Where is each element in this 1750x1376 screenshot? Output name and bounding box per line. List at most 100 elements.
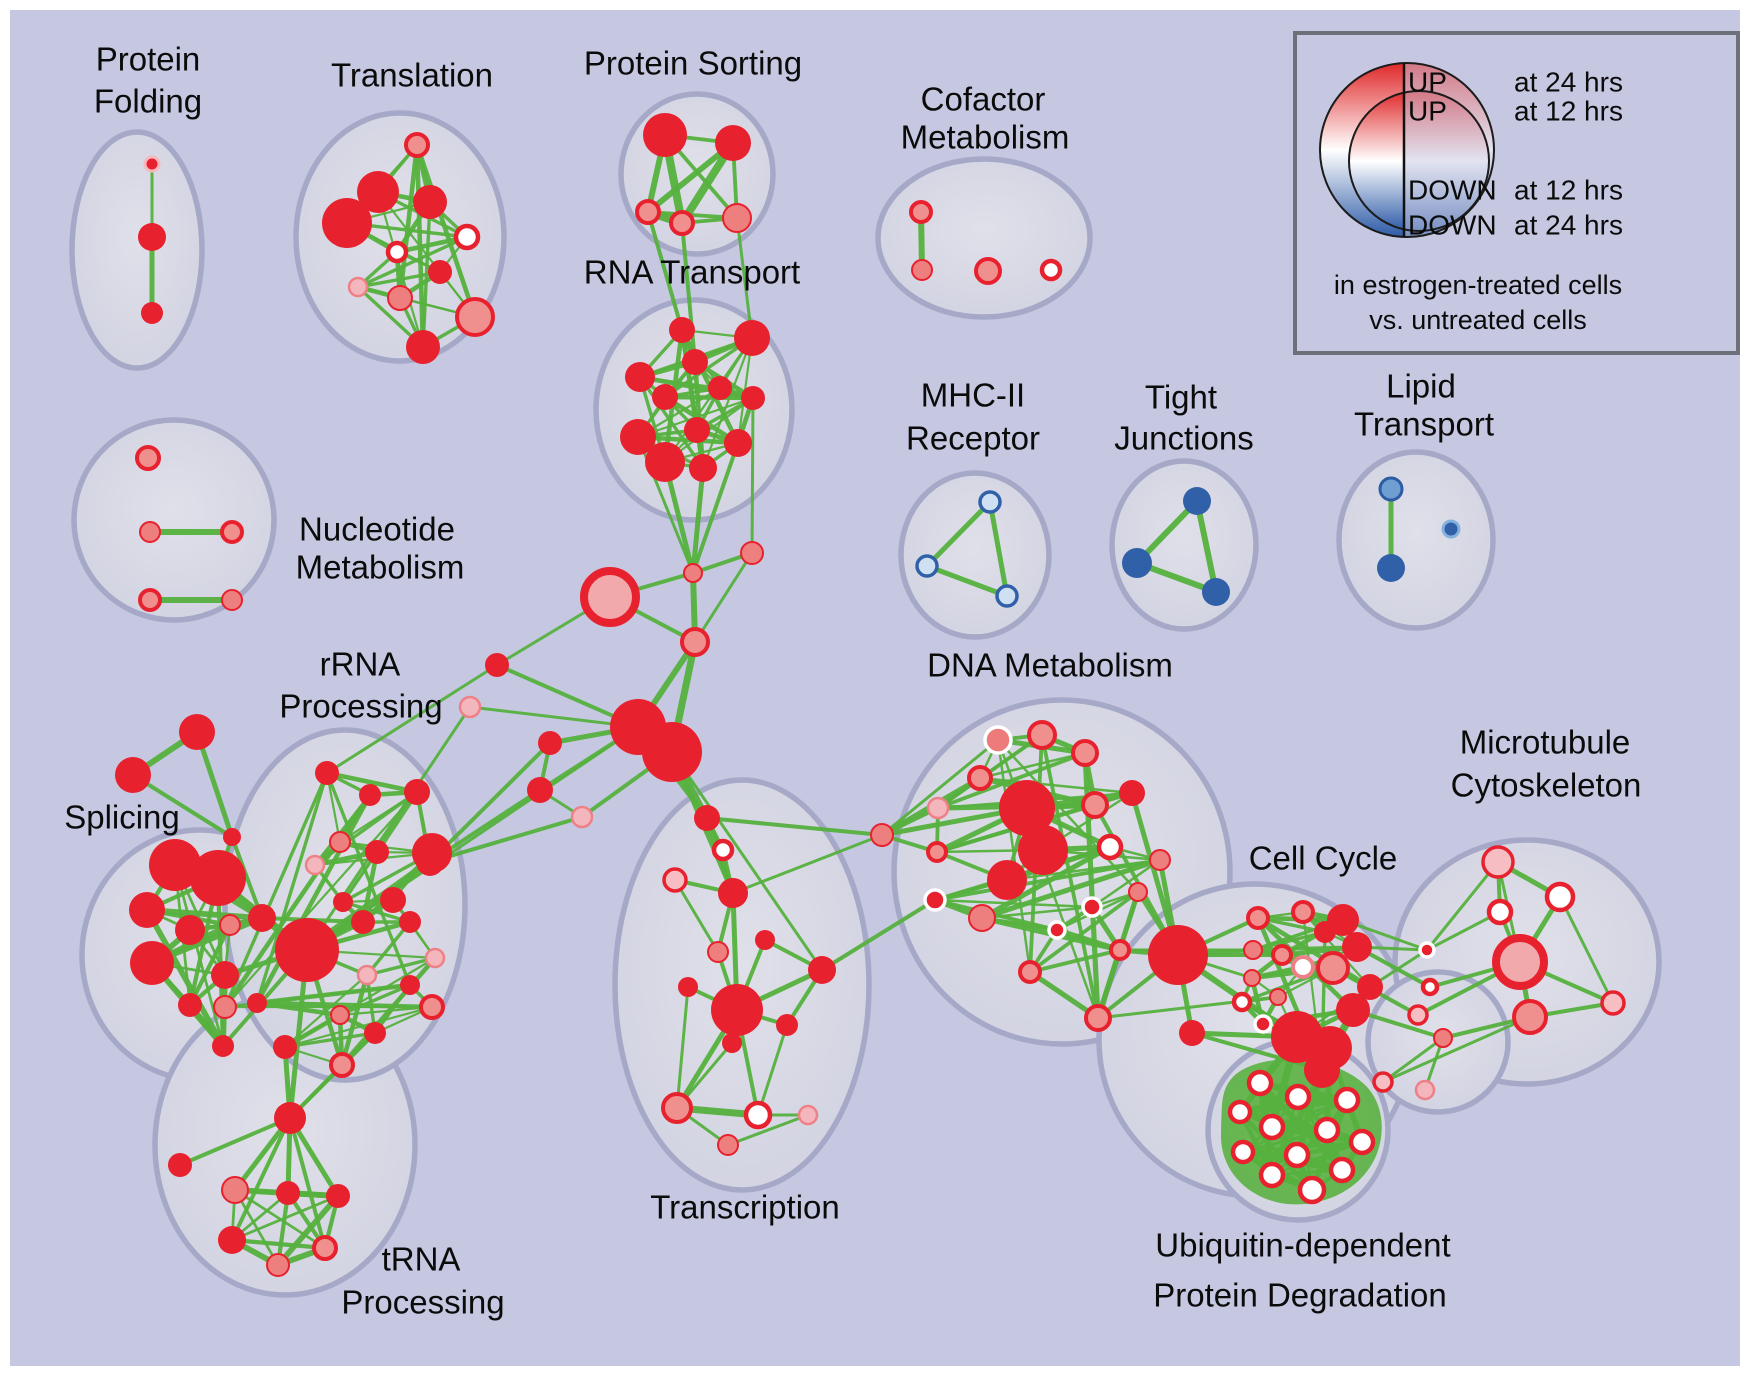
network-node[interactable] bbox=[797, 1104, 819, 1126]
network-node[interactable] bbox=[385, 240, 409, 264]
network-node[interactable] bbox=[708, 376, 732, 400]
network-node[interactable] bbox=[669, 210, 695, 236]
network-node[interactable] bbox=[527, 777, 553, 803]
network-node[interactable] bbox=[538, 731, 562, 755]
network-node[interactable] bbox=[1284, 1083, 1312, 1111]
network-node[interactable] bbox=[740, 541, 764, 565]
network-node[interactable] bbox=[247, 993, 267, 1013]
network-node[interactable] bbox=[678, 977, 698, 997]
network-node[interactable] bbox=[911, 259, 933, 281]
network-node[interactable] bbox=[717, 1134, 739, 1156]
network-node[interactable] bbox=[570, 805, 594, 829]
network-node[interactable] bbox=[718, 878, 748, 908]
network-node[interactable] bbox=[351, 910, 375, 934]
network-node[interactable] bbox=[652, 384, 678, 410]
network-node[interactable] bbox=[1291, 955, 1315, 979]
network-node[interactable] bbox=[1246, 906, 1270, 930]
network-node[interactable] bbox=[1291, 900, 1315, 924]
network-node[interactable] bbox=[1084, 1004, 1112, 1032]
network-node[interactable] bbox=[999, 780, 1055, 836]
network-node[interactable] bbox=[915, 554, 939, 578]
network-node[interactable] bbox=[682, 349, 708, 375]
network-node[interactable] bbox=[406, 330, 440, 364]
network-node[interactable] bbox=[1230, 1139, 1256, 1165]
network-node[interactable] bbox=[322, 198, 372, 248]
network-node[interactable] bbox=[1027, 720, 1057, 750]
network-node[interactable] bbox=[211, 961, 239, 989]
network-node[interactable] bbox=[1336, 993, 1370, 1027]
network-node[interactable] bbox=[1149, 849, 1171, 871]
network-node[interactable] bbox=[326, 1184, 350, 1208]
network-node[interactable] bbox=[190, 850, 246, 906]
network-node[interactable] bbox=[424, 947, 446, 969]
network-node[interactable] bbox=[1039, 258, 1063, 282]
network-node[interactable] bbox=[130, 941, 174, 985]
network-node[interactable] bbox=[1418, 941, 1436, 959]
network-node[interactable] bbox=[1420, 977, 1440, 997]
network-node[interactable] bbox=[1096, 833, 1124, 861]
network-node[interactable] bbox=[620, 419, 656, 455]
network-node[interactable] bbox=[711, 838, 735, 862]
network-node[interactable] bbox=[987, 860, 1027, 900]
network-node[interactable] bbox=[347, 276, 369, 298]
network-node[interactable] bbox=[968, 904, 996, 932]
network-node[interactable] bbox=[909, 200, 933, 224]
network-node[interactable] bbox=[1333, 1086, 1361, 1114]
network-node[interactable] bbox=[1316, 951, 1350, 985]
network-node[interactable] bbox=[139, 521, 161, 543]
network-node[interactable] bbox=[1243, 940, 1263, 960]
network-node[interactable] bbox=[669, 317, 695, 343]
network-node[interactable] bbox=[1122, 548, 1152, 578]
network-node[interactable] bbox=[428, 260, 452, 284]
network-node[interactable] bbox=[662, 867, 688, 893]
network-node[interactable] bbox=[689, 454, 717, 482]
network-node[interactable] bbox=[115, 757, 151, 793]
network-node[interactable] bbox=[1202, 578, 1230, 606]
network-node[interactable] bbox=[1258, 1113, 1286, 1141]
network-node[interactable] bbox=[485, 653, 509, 677]
network-node[interactable] bbox=[755, 930, 775, 950]
network-node[interactable] bbox=[715, 125, 751, 161]
network-node[interactable] bbox=[1342, 932, 1372, 962]
network-node[interactable] bbox=[625, 362, 655, 392]
network-node[interactable] bbox=[1600, 990, 1626, 1016]
network-node[interactable] bbox=[707, 941, 729, 963]
network-node[interactable] bbox=[419, 994, 445, 1020]
network-node[interactable] bbox=[722, 203, 752, 233]
network-node[interactable] bbox=[741, 386, 765, 410]
network-node[interactable] bbox=[365, 840, 389, 864]
network-node[interactable] bbox=[1258, 1161, 1286, 1189]
network-node[interactable] bbox=[722, 1033, 742, 1053]
network-node[interactable] bbox=[179, 714, 215, 750]
network-node[interactable] bbox=[356, 964, 378, 986]
network-node[interactable] bbox=[218, 1226, 246, 1254]
network-node[interactable] bbox=[330, 1005, 350, 1025]
network-node[interactable] bbox=[684, 417, 710, 443]
network-node[interactable] bbox=[1243, 969, 1261, 987]
network-node[interactable] bbox=[138, 588, 162, 612]
network-node[interactable] bbox=[221, 589, 243, 611]
network-node[interactable] bbox=[1328, 1156, 1356, 1184]
network-node[interactable] bbox=[275, 918, 339, 982]
network-node[interactable] bbox=[178, 993, 202, 1017]
network-node[interactable] bbox=[404, 779, 430, 805]
network-node[interactable] bbox=[1109, 939, 1131, 961]
network-node[interactable] bbox=[870, 823, 894, 847]
network-node[interactable] bbox=[412, 833, 452, 873]
network-node[interactable] bbox=[1081, 896, 1103, 918]
network-node[interactable] bbox=[1512, 999, 1548, 1035]
network-node[interactable] bbox=[248, 904, 276, 932]
network-node[interactable] bbox=[1047, 920, 1067, 940]
network-node[interactable] bbox=[1179, 1020, 1205, 1046]
network-node[interactable] bbox=[266, 1253, 290, 1277]
network-node[interactable] bbox=[304, 854, 326, 876]
network-node[interactable] bbox=[453, 223, 481, 251]
network-node[interactable] bbox=[141, 302, 163, 324]
network-node[interactable] bbox=[1348, 1128, 1376, 1156]
network-node[interactable] bbox=[1018, 960, 1042, 984]
network-node[interactable] bbox=[357, 171, 399, 213]
network-node[interactable] bbox=[643, 113, 687, 157]
network-node[interactable] bbox=[329, 1052, 355, 1078]
network-node[interactable] bbox=[680, 627, 710, 657]
network-node[interactable] bbox=[1304, 1052, 1340, 1088]
